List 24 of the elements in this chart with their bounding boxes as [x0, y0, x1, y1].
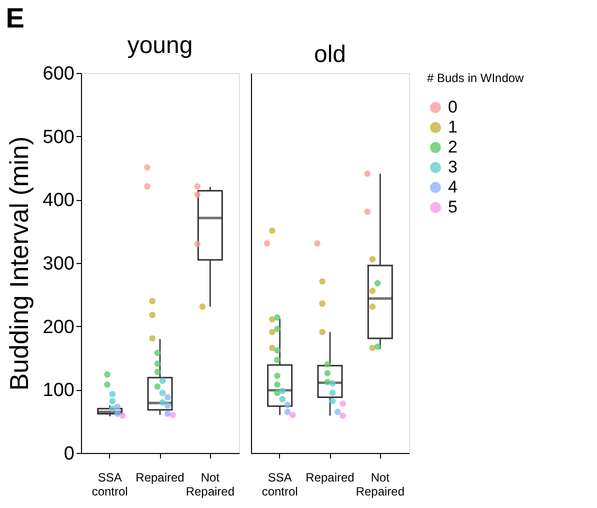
chart-title: young [127, 32, 193, 59]
legend-label: 3 [448, 158, 458, 176]
x-tick-label: SSA control [92, 470, 128, 498]
legend-title: # Buds in WIndow [427, 71, 524, 85]
y-tick-label: 500 [42, 126, 74, 148]
y-tick-label: 0 [64, 444, 74, 464]
x-tick-label: Repaired [136, 470, 184, 484]
x-tick-label: Not Repaired [186, 470, 235, 498]
legend-label: 1 [448, 118, 458, 136]
legend-label: 4 [448, 178, 458, 196]
x-tick-label: Repaired [306, 470, 354, 484]
y-tick-label: 100 [42, 380, 74, 402]
y-tick-label: 600 [42, 64, 74, 84]
text: E [6, 2, 24, 34]
y-tick-label: 200 [42, 316, 74, 338]
y-axis-title: Budding Interval (min) [4, 136, 34, 391]
legend-label: 0 [448, 98, 458, 116]
legend-label: 5 [448, 198, 458, 216]
x-tick-label: SSA control [262, 470, 298, 498]
legend-label: 2 [448, 138, 458, 156]
x-tick-label: Not Repaired [356, 470, 405, 498]
y-tick-label: 300 [42, 254, 74, 274]
chart-title: old [314, 41, 346, 68]
y-tick-label: 400 [42, 190, 74, 212]
